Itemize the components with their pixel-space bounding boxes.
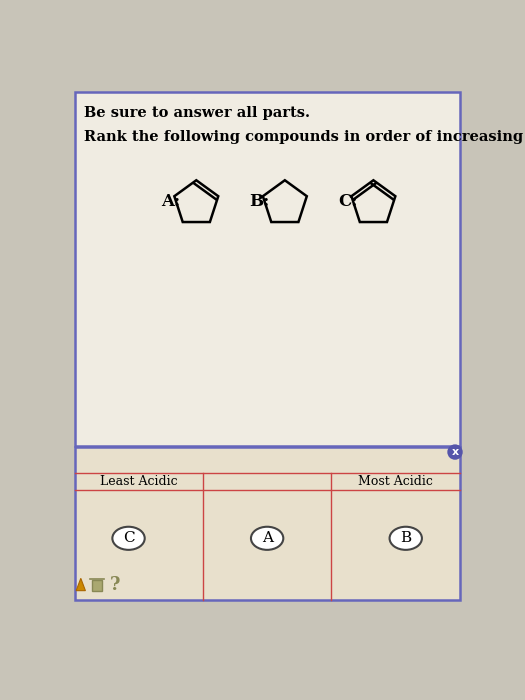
Text: A: A <box>261 531 272 545</box>
Ellipse shape <box>390 526 422 550</box>
Text: Rank the following compounds in order of increasing acidity.: Rank the following compounds in order of… <box>84 130 525 144</box>
Text: Least Acidic: Least Acidic <box>100 475 177 488</box>
Text: A:: A: <box>161 193 180 209</box>
Text: B:: B: <box>249 193 270 209</box>
Ellipse shape <box>251 526 284 550</box>
Text: B: B <box>400 531 411 545</box>
Ellipse shape <box>112 526 145 550</box>
Text: C: C <box>123 531 134 545</box>
Bar <box>91 580 102 591</box>
Bar <box>75 92 460 446</box>
Circle shape <box>447 444 463 460</box>
Text: Most Acidic: Most Acidic <box>358 475 433 488</box>
Text: x: x <box>452 447 458 457</box>
Polygon shape <box>76 578 86 591</box>
Text: ?: ? <box>110 575 121 594</box>
Text: C:: C: <box>339 193 358 209</box>
Bar <box>75 447 460 600</box>
Text: Be sure to answer all parts.: Be sure to answer all parts. <box>84 106 310 120</box>
